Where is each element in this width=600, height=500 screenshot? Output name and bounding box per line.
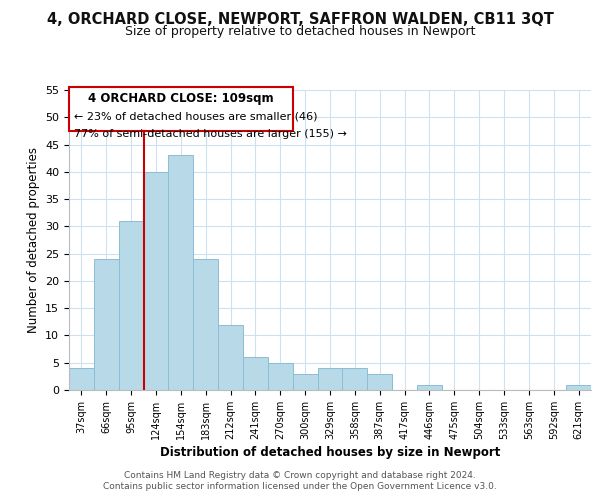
Bar <box>193 259 218 390</box>
X-axis label: Distribution of detached houses by size in Newport: Distribution of detached houses by size … <box>160 446 500 459</box>
Bar <box>143 172 169 390</box>
Text: Contains HM Land Registry data © Crown copyright and database right 2024.: Contains HM Land Registry data © Crown c… <box>124 471 476 480</box>
Bar <box>566 384 591 390</box>
Bar <box>218 324 243 390</box>
Bar <box>293 374 317 390</box>
Text: Size of property relative to detached houses in Newport: Size of property relative to detached ho… <box>125 25 475 38</box>
Bar <box>69 368 94 390</box>
Bar <box>317 368 343 390</box>
Bar <box>243 358 268 390</box>
Y-axis label: Number of detached properties: Number of detached properties <box>26 147 40 333</box>
Bar <box>169 156 193 390</box>
Bar <box>119 221 143 390</box>
Text: ← 23% of detached houses are smaller (46): ← 23% of detached houses are smaller (46… <box>74 112 318 122</box>
Bar <box>367 374 392 390</box>
Text: 4 ORCHARD CLOSE: 109sqm: 4 ORCHARD CLOSE: 109sqm <box>88 92 274 105</box>
Bar <box>417 384 442 390</box>
Bar <box>268 362 293 390</box>
Text: 77% of semi-detached houses are larger (155) →: 77% of semi-detached houses are larger (… <box>74 130 347 140</box>
Text: Contains public sector information licensed under the Open Government Licence v3: Contains public sector information licen… <box>103 482 497 491</box>
Bar <box>343 368 367 390</box>
FancyBboxPatch shape <box>69 88 293 131</box>
Text: 4, ORCHARD CLOSE, NEWPORT, SAFFRON WALDEN, CB11 3QT: 4, ORCHARD CLOSE, NEWPORT, SAFFRON WALDE… <box>47 12 553 28</box>
Bar <box>94 259 119 390</box>
